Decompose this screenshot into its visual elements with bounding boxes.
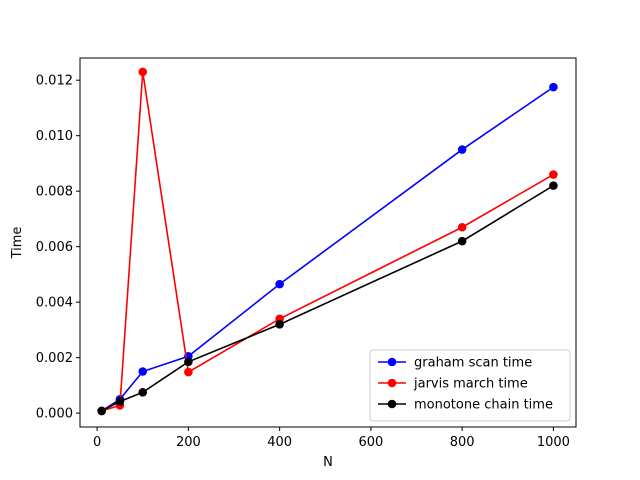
data-point [184, 357, 193, 367]
y-tick-label: 0.012 [36, 74, 73, 89]
data-point [457, 222, 467, 232]
legend-marker [387, 378, 397, 388]
x-axis-label: N [323, 455, 333, 470]
data-point [138, 367, 148, 376]
plot-frame [79, 57, 577, 428]
x-tick-label: 800 [450, 435, 475, 450]
y-tick-label: 0.006 [36, 240, 73, 255]
data-point [457, 145, 467, 154]
y-tick-label: 0.008 [36, 185, 73, 200]
series-layer [97, 67, 558, 416]
y-axis-ticks: 0.000 0.002 0.004 0.006 0.008 0.010 0.012 [36, 74, 80, 422]
data-point [275, 320, 284, 329]
x-tick-label: 200 [176, 435, 201, 450]
y-tick-label: 0.010 [36, 129, 73, 144]
x-axis-ticks: 0 200 400 600 800 1000 [93, 427, 570, 450]
legend-label: jarvis march time [413, 377, 528, 392]
data-point [275, 279, 284, 289]
data-point [97, 406, 106, 416]
legend-marker [387, 399, 397, 409]
x-tick-label: 600 [358, 435, 383, 450]
legend-label: graham scan time [414, 356, 532, 371]
y-tick-label: 0.000 [36, 407, 73, 422]
data-point [549, 181, 558, 190]
data-point [457, 236, 467, 246]
legend-label: monotone chain time [414, 398, 553, 413]
data-point [184, 367, 193, 377]
y-tick-label: 0.002 [36, 351, 73, 366]
x-tick-label: 1000 [537, 435, 570, 450]
data-point [115, 397, 125, 406]
legend-box [369, 349, 571, 422]
x-tick-label: 400 [267, 435, 292, 450]
legend-marker [387, 357, 397, 367]
data-point [549, 82, 558, 92]
y-tick-label: 0.004 [36, 296, 73, 311]
legend: graham scan time jarvis march time monoton… [369, 349, 571, 422]
data-point [138, 67, 148, 77]
y-axis-label: Time [10, 227, 25, 260]
data-point [549, 170, 558, 179]
x-tick-label: 0 [93, 435, 101, 450]
data-point [138, 388, 148, 397]
